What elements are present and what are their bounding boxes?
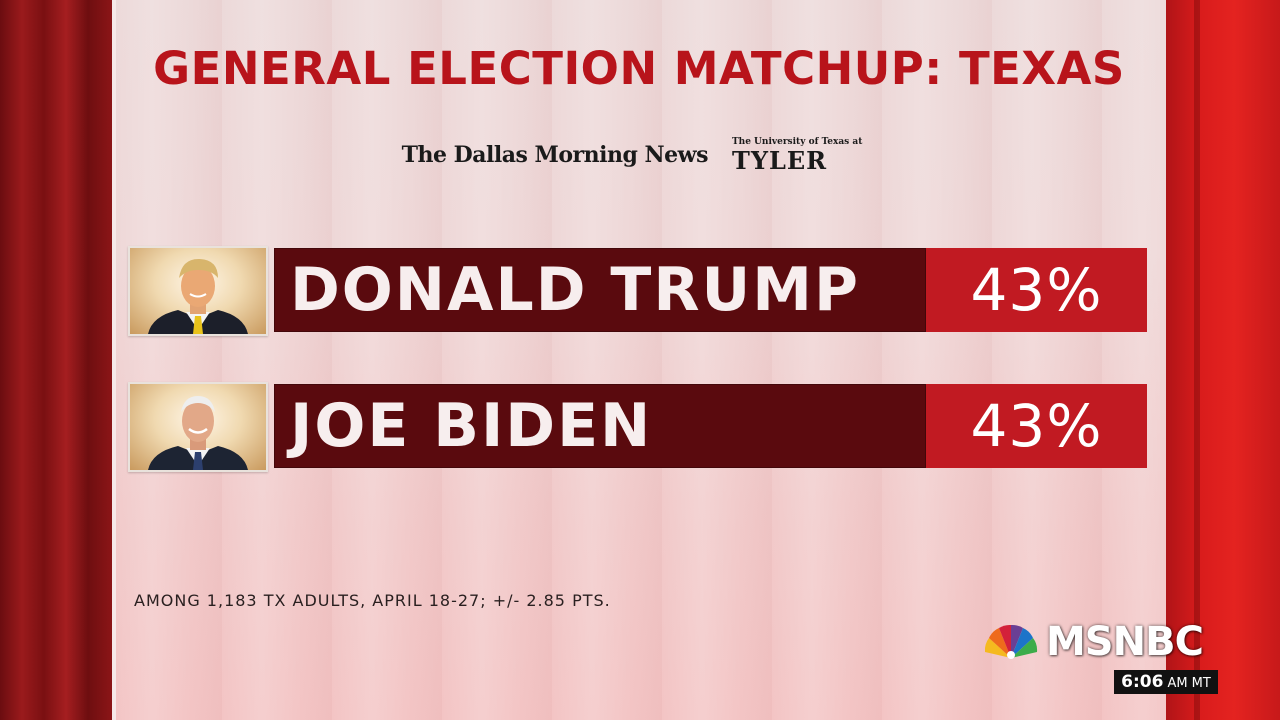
graphic-title: GENERAL ELECTION MATCHUP: TEXAS [153, 42, 1125, 95]
candidate-percent: 43% [970, 392, 1103, 460]
msnbc-logo-text: MSNBC [1046, 619, 1204, 665]
candidate-percent-box: 43% [926, 384, 1147, 468]
left-decorative-stripes [0, 0, 112, 720]
candidate-name-bar: DONALD TRUMP [274, 248, 926, 332]
right-decorative-stripes [1166, 0, 1280, 720]
candidate-percent-box: 43% [926, 248, 1147, 332]
poll-footnote: AMONG 1,183 TX ADULTS, APRIL 18-27; +/- … [134, 591, 611, 610]
clock-suffix: AM MT [1167, 676, 1211, 691]
clock-time: 6:06 [1121, 672, 1164, 692]
ut-tyler-logo-top: The University of Texas at [731, 136, 863, 147]
candidate-row-trump: DONALD TRUMP 43% [128, 246, 1148, 336]
biden-portrait-icon [128, 382, 268, 472]
time-display: 6:06 AM MT [1114, 670, 1218, 694]
candidate-row-biden: JOE BIDEN 43% [128, 382, 1148, 472]
trump-portrait-icon [128, 246, 268, 336]
network-bug: MSNBC [982, 618, 1220, 666]
peacock-icon [984, 624, 1038, 659]
ut-tyler-logo: The University of Texas at TYLER [731, 136, 863, 175]
candidate-name: JOE BIDEN [290, 391, 653, 461]
ut-tyler-logo-main: TYLER [731, 145, 828, 175]
graphic-panel: GENERAL ELECTION MATCHUP: TEXAS The Dall… [112, 0, 1166, 720]
candidate-name: DONALD TRUMP [290, 255, 860, 325]
dallas-morning-news-logo: The Dallas Morning News [401, 142, 709, 168]
source-logos: The Dallas Morning News The University o… [402, 134, 863, 176]
candidate-percent: 43% [970, 256, 1103, 324]
candidate-name-bar: JOE BIDEN [274, 384, 926, 468]
